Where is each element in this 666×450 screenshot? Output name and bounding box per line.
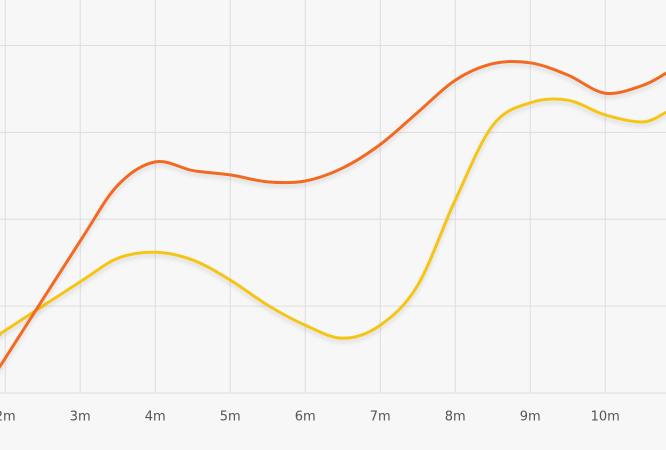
x-tick-label: 9m [520, 410, 541, 425]
x-tick-label: 7m [370, 410, 391, 425]
x-axis-labels: 2m 3m 4m 5m 6m 7m 8m 9m 10m [0, 410, 620, 425]
line-series [0, 97, 666, 340]
x-tick-label: 5m [220, 410, 241, 425]
lines [0, 59, 666, 369]
grid [0, 0, 666, 394]
x-tick-label: 3m [70, 410, 91, 425]
x-tick-label: 4m [145, 410, 166, 425]
x-tick-label: 8m [445, 410, 466, 425]
x-tick-label: 2m [0, 410, 16, 425]
line-series [0, 59, 666, 369]
x-tick-label: 6m [295, 410, 316, 425]
x-tick-label: 10m [591, 410, 620, 425]
